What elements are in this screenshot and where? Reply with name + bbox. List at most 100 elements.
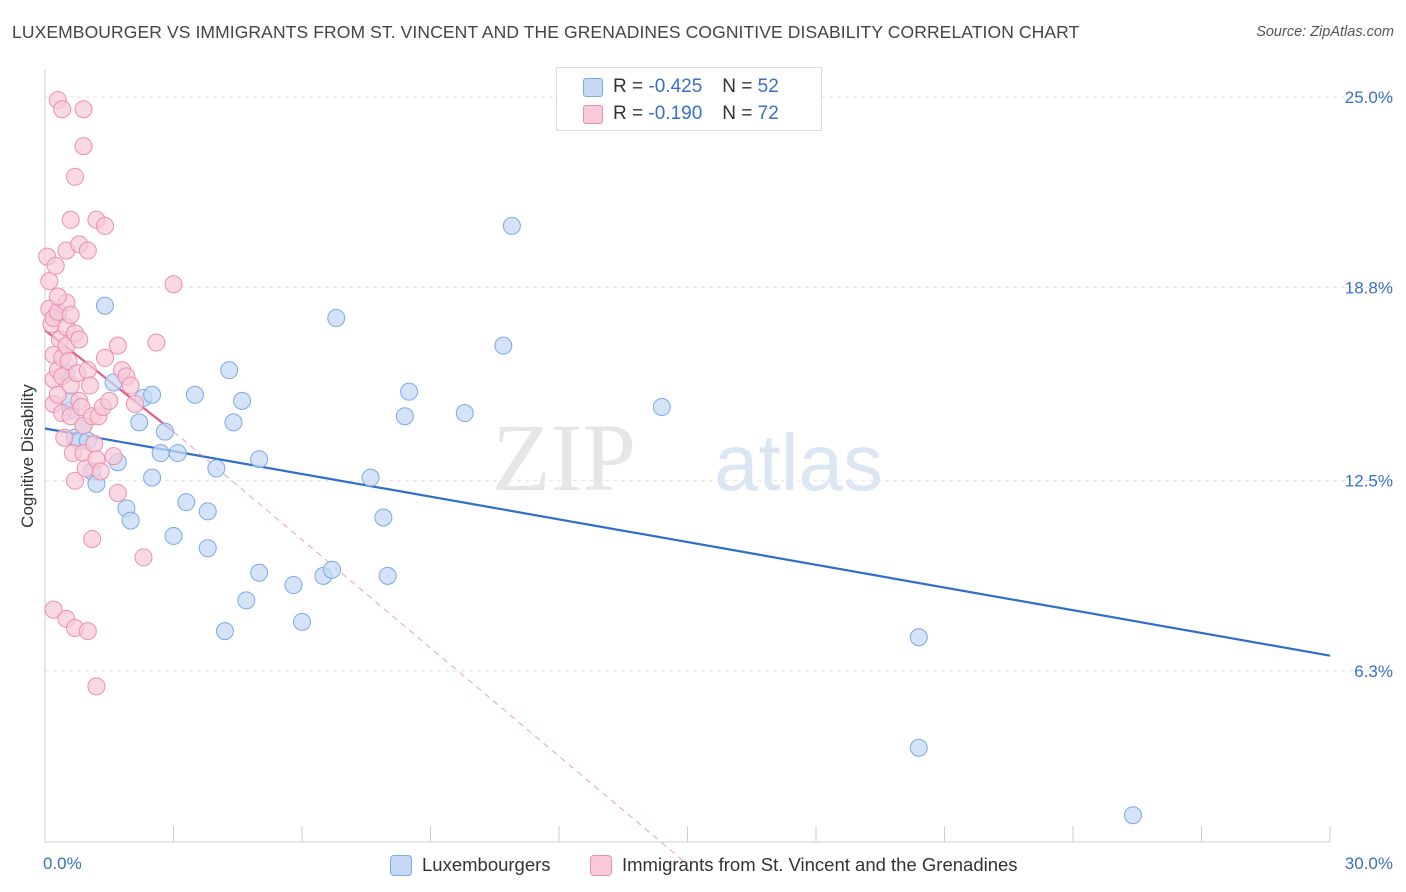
legend-r-label: R = [613,76,644,97]
data-point-immigrants [74,100,93,119]
data-point-immigrants [53,100,72,119]
legend-n-value: 72 [757,103,779,124]
data-point-immigrants [91,462,110,481]
data-point-immigrants [100,391,119,410]
data-point-immigrants [108,336,127,355]
data-point-luxembourgers [502,216,521,235]
grid-lines [45,96,1395,672]
data-point-luxembourgers [155,422,174,441]
y-tick-label: 25.0% [1345,88,1393,107]
data-point-luxembourgers [95,296,114,315]
series-luxembourgers [48,216,1142,825]
data-point-immigrants [164,275,183,294]
data-point-luxembourgers [322,560,341,579]
data-point-immigrants [65,167,84,186]
axes [44,70,1331,843]
data-point-luxembourgers [1123,806,1142,825]
data-point-luxembourgers [250,563,269,582]
correlation-legend: R = -0.425 N = 52 R = -0.190 N = 72 [556,67,822,131]
data-point-immigrants [78,241,97,260]
legend-r-value: -0.190 [648,103,703,124]
data-point-luxembourgers [198,502,217,521]
legend-n-label: N = [722,103,753,124]
legend-r-value: -0.425 [648,76,703,97]
data-point-luxembourgers [215,622,234,641]
legend-swatch-pink [583,104,603,124]
data-point-luxembourgers [237,591,256,610]
data-point-luxembourgers [168,444,187,463]
data-point-immigrants [147,333,166,352]
data-point-immigrants [85,434,104,453]
data-point-immigrants [80,376,99,395]
y-tick-label: 6.3% [1354,662,1393,681]
bottom-legend-luxembourgers: Luxembourgers [390,852,551,878]
bottom-legend-swatch-pink [590,854,612,876]
legend-row-immigrants: R = -0.190 N = 72 [583,101,779,127]
data-point-immigrants [59,351,78,370]
data-point-luxembourgers [233,391,252,410]
data-point-luxembourgers [121,511,140,530]
x-tick-label: 0.0% [43,854,82,873]
bottom-legend-swatch-blue [390,854,412,876]
data-point-immigrants [70,330,89,349]
data-point-immigrants [44,600,63,619]
data-point-luxembourgers [395,407,414,426]
data-point-luxembourgers [327,309,346,328]
trend-lines [44,329,1331,865]
data-point-luxembourgers [143,468,162,487]
data-point-luxembourgers [652,398,671,417]
trend-line-immigrants [173,431,688,865]
watermark: ZIP atlas [492,404,883,511]
data-point-luxembourgers [909,738,928,757]
bottom-legend-label: Immigrants from St. Vincent and the Gren… [622,854,1018,875]
data-point-immigrants [95,348,114,367]
data-point-immigrants [48,385,67,404]
data-point-luxembourgers [361,468,380,487]
data-point-immigrants [108,483,127,502]
data-point-luxembourgers [220,361,239,380]
bottom-legend-immigrants: Immigrants from St. Vincent and the Gren… [590,852,1018,878]
y-tick-label: 18.8% [1345,278,1393,297]
data-point-immigrants [87,677,106,696]
legend-r-label: R = [613,103,644,124]
data-point-luxembourgers [909,628,928,647]
series-immigrants [38,91,183,696]
y-tick-label: 12.5% [1345,472,1393,491]
data-point-luxembourgers [143,385,162,404]
data-point-immigrants [46,256,65,275]
data-point-luxembourgers [284,576,303,595]
data-point-luxembourgers [494,336,513,355]
data-point-luxembourgers [378,566,397,585]
data-point-immigrants [134,548,153,567]
trend-line-luxembourgers [44,427,1331,657]
data-point-luxembourgers [250,450,269,469]
legend-n-value: 52 [757,76,779,97]
data-point-immigrants [78,622,97,641]
data-point-luxembourgers [198,539,217,558]
chart-title: LUXEMBOURGER VS IMMIGRANTS FROM ST. VINC… [12,22,1080,42]
data-point-immigrants [95,216,114,235]
bottom-legend-label: Luxembourgers [422,854,551,875]
data-point-luxembourgers [177,493,196,512]
data-point-luxembourgers [207,459,226,478]
data-point-immigrants [121,376,140,395]
data-point-immigrants [78,361,97,380]
watermark-zip: ZIP [492,404,636,511]
data-point-luxembourgers [374,508,393,527]
data-point-luxembourgers [164,526,183,545]
data-point-immigrants [61,305,80,324]
data-point-immigrants [55,428,74,447]
legend-n-label: N = [722,76,753,97]
data-point-immigrants [40,272,59,291]
data-point-immigrants [48,287,67,306]
legend-swatch-blue [583,77,603,97]
data-point-luxembourgers [293,612,311,631]
x-tick-label: 30.0% [1345,854,1393,873]
data-point-immigrants [61,210,80,229]
data-point-luxembourgers [130,413,149,432]
data-point-immigrants [74,137,93,156]
data-point-luxembourgers [224,413,243,432]
data-point-immigrants [104,447,123,466]
data-point-luxembourgers [151,444,170,463]
